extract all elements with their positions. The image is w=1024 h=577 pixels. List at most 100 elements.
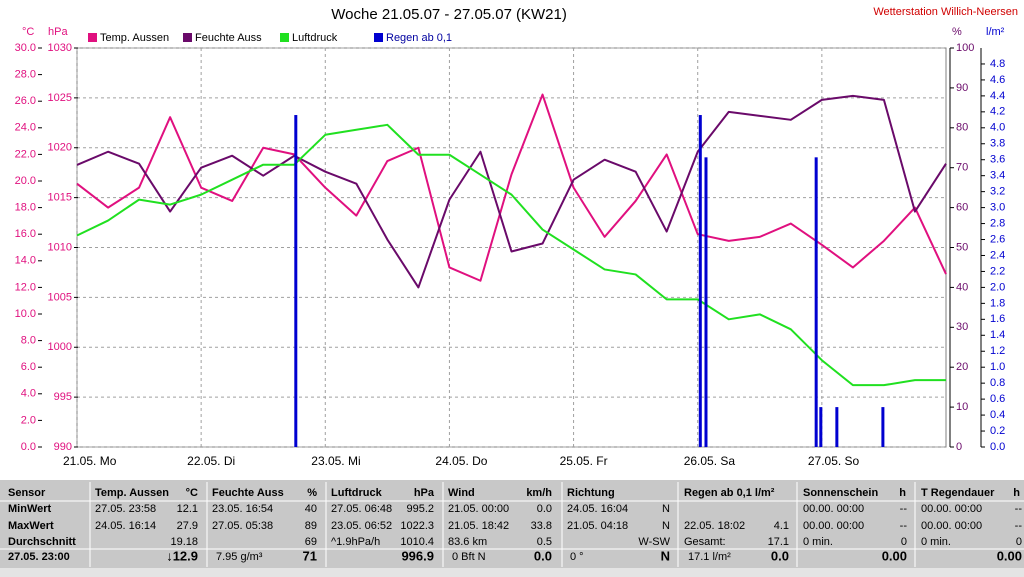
legend-swatch [88,33,97,42]
rain-bar [835,407,839,447]
table-cell: 0.00 [882,548,907,563]
axis-label: l/m² [986,26,1005,38]
table-cell: 19.18 [170,536,198,548]
y-tick-label: 8.0 [21,335,36,347]
table-cell: -- [1015,503,1023,515]
data-table: Sensor Temp. Aussen °C Feuchte Auss% Luftdru… [0,482,1024,567]
x-tick-label: 27.05. So [808,454,860,468]
table-cell: 27.05. 23:58 [95,503,156,515]
table-cell: N [662,520,670,532]
rain-bar [294,115,298,448]
table-cell: 00.00. 00:00 [921,503,982,515]
table-header: km/h [526,487,552,499]
table-cell: 0.00 [997,548,1022,563]
legend-label: Feuchte Auss [195,32,262,44]
y-tick-label: 1.6 [990,313,1005,325]
y-tick-label: 1000 [48,341,72,353]
table-cell: N [661,548,670,563]
y-tick-label: 0.4 [990,409,1005,421]
y-tick-label: 14.0 [15,255,36,267]
table-cell: 17.1 [768,536,789,548]
y-tick-label: 3.2 [990,186,1005,198]
table-cell: 0 [901,536,907,548]
y-tick-label: 60 [956,202,968,214]
table-cell: 00.00. 00:00 [803,503,864,515]
y-tick-label: 2.2 [990,265,1005,277]
y-tick-label: 4.8 [990,58,1005,70]
table-cell: 4.1 [774,520,789,532]
y-tick-label: 0.2 [990,425,1005,437]
table-header: Sonnenschein [803,487,878,499]
y-tick-label: 30 [956,321,968,333]
y-tick-label: 3.6 [990,154,1005,166]
y-tick-label: 1020 [48,142,72,154]
y-tick-label: 2.4 [990,249,1005,261]
y-tick-label: 10.0 [15,308,36,320]
y-tick-label: 12.0 [15,281,36,293]
y-tick-label: 24.0 [15,122,36,134]
table-cell: 23.05. 06:52 [331,520,392,532]
y-tick-label: 16.0 [15,228,36,240]
table-header: % [307,487,317,499]
y-tick-label: 0.0 [990,441,1005,453]
table-background [0,480,1024,568]
table-cell: 89 [305,520,317,532]
y-tick-label: 1.4 [990,329,1005,341]
x-tick-label: 23.05. Mi [311,454,360,468]
rain-bar [814,157,818,448]
y-tick-label: 1.8 [990,297,1005,309]
y-tick-label: 100 [956,42,974,54]
table-cell: 33.8 [531,520,552,532]
y-tick-label: 4.0 [990,122,1005,134]
table-header: Sensor [8,487,46,499]
axis-label: °C [22,26,34,38]
y-tick-label: 26.0 [15,95,36,107]
table-cell: 71 [303,548,317,563]
table-header: Richtung [567,487,615,499]
y-tick-label: 80 [956,122,968,134]
table-header: T Regendauer [921,487,995,499]
table-cell: 83.6 km [448,536,487,548]
y-tick-label: 4.4 [990,90,1005,102]
table-cell: 69 [305,536,317,548]
table-cell: 24.05. 16:14 [95,520,156,532]
table-cell: 21.05. 18:42 [448,520,509,532]
table-header: Feuchte Auss [212,487,284,499]
table-cell: 23.05. 16:54 [212,503,273,515]
table-cell: 21.05. 00:00 [448,503,509,515]
y-tick-label: 995 [54,391,72,403]
x-tick-label: 24.05. Do [435,454,487,468]
legend-label: Luftdruck [292,32,338,44]
axis-label: % [952,26,962,38]
y-tick-label: 1030 [48,42,72,54]
legend-swatch [280,33,289,42]
table-header: Luftdruck [331,487,383,499]
x-tick-label: 22.05. Di [187,454,235,468]
legend-label: Regen ab 0,1 [386,32,452,44]
y-tick-label: 4.6 [990,74,1005,86]
axis-label: hPa [48,26,68,38]
table-cell: Gesamt: [684,536,726,548]
table-cell: 0 ° [570,551,584,563]
table-cell: 00.00. 00:00 [803,520,864,532]
table-cell: MinWert [8,503,52,515]
y-tick-label: 1010 [48,241,72,253]
y-tick-label: 0.6 [990,393,1005,405]
y-tick-label: 22.0 [15,148,36,160]
table-cell: -- [1015,520,1023,532]
table-cell: 0 min. [921,536,951,548]
table-cell: W-SW [638,536,670,548]
y-tick-label: 50 [956,241,968,253]
y-tick-label: 40 [956,281,968,293]
table-cell: 0 Bft N [452,551,486,563]
table-cell: 21.05. 04:18 [567,520,628,532]
table-cell: 0 [1016,536,1022,548]
table-cell: -- [900,520,908,532]
y-tick-label: 1.0 [990,361,1005,373]
table-header: Wind [448,487,475,499]
y-tick-label: 0.8 [990,377,1005,389]
y-tick-label: 3.8 [990,138,1005,150]
y-tick-label: 2.8 [990,217,1005,229]
x-tick-label: 21.05. Mo [63,454,117,468]
y-tick-label: 20 [956,361,968,373]
